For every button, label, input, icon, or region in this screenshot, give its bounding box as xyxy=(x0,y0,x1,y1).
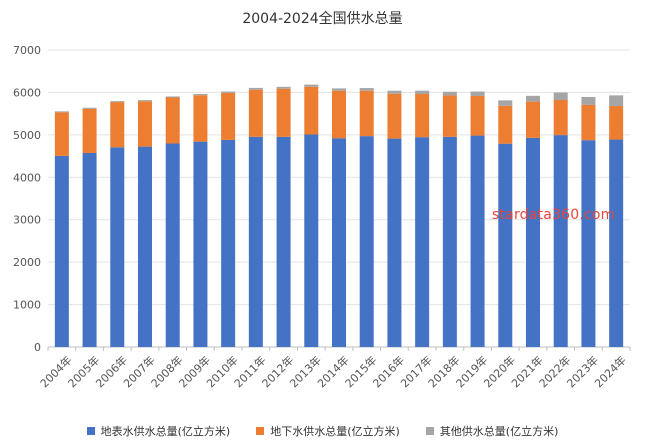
bar-other xyxy=(221,91,236,93)
legend-label-surface: 地表水供水总量(亿立方米) xyxy=(100,425,231,438)
bar-ground xyxy=(138,101,152,147)
bar-surface xyxy=(553,135,568,347)
bar-surface xyxy=(498,143,513,347)
bar-surface xyxy=(82,152,97,347)
bar-surface xyxy=(332,138,346,347)
legend-item-other[interactable]: 其他供水总量(亿立方米) xyxy=(425,423,559,439)
bar-other xyxy=(276,86,291,89)
bar-ground xyxy=(248,89,263,137)
bar-ground xyxy=(359,90,374,137)
bar-ground xyxy=(498,105,513,144)
bar-surface xyxy=(609,139,624,347)
y-tick-label: 1000 xyxy=(13,299,41,312)
bar-other xyxy=(470,91,485,96)
chart-title: 2004-2024全国供水总量 xyxy=(242,11,403,27)
legend-item-ground[interactable]: 地下水供水总量(亿立方米) xyxy=(256,423,400,439)
bar-other xyxy=(54,111,69,113)
y-tick-label: 0 xyxy=(34,341,41,354)
bar-ground xyxy=(221,92,236,140)
bar-ground xyxy=(165,97,180,144)
bar-other xyxy=(304,84,319,87)
bar-other xyxy=(415,90,430,95)
bar-ground xyxy=(276,88,291,137)
bar-other xyxy=(498,100,513,106)
bar-surface xyxy=(304,134,319,347)
bar-other xyxy=(387,90,402,94)
bar-surface xyxy=(110,147,125,347)
legend-label-ground: 地下水供水总量(亿立方米) xyxy=(270,425,400,438)
bar-ground xyxy=(387,93,402,139)
bar-ground xyxy=(609,106,624,140)
bar-ground xyxy=(332,90,346,139)
bar-surface xyxy=(470,135,485,347)
bar-ground xyxy=(110,102,125,148)
bar-ground xyxy=(193,95,208,142)
bar-surface xyxy=(415,137,430,347)
bar-other xyxy=(526,95,540,102)
x-tick-label: 2024年 xyxy=(591,353,628,390)
bar-surface xyxy=(526,137,540,347)
y-tick-label: 2000 xyxy=(13,256,41,269)
legend: 地表水供水总量(亿立方米) 地下水供水总量(亿立方米) 其他供水总量(亿立方米) xyxy=(0,423,645,439)
bar-other xyxy=(110,101,125,103)
legend-item-surface[interactable]: 地表水供水总量(亿立方米) xyxy=(86,423,231,439)
bar-other xyxy=(82,107,97,109)
bar-ground xyxy=(82,108,97,153)
legend-swatch-other xyxy=(425,427,434,435)
bar-other xyxy=(359,88,374,91)
bar-other xyxy=(332,88,346,91)
bar-surface xyxy=(276,136,291,347)
bar-surface xyxy=(165,143,180,347)
bar-ground xyxy=(442,95,457,137)
bar-ground xyxy=(581,104,596,141)
bar-surface xyxy=(581,140,596,347)
bar-ground xyxy=(304,86,319,135)
bar-surface xyxy=(248,136,263,347)
bar-other xyxy=(248,87,263,90)
bar-other xyxy=(553,92,568,100)
bar-surface xyxy=(442,136,457,347)
bar-surface xyxy=(138,146,152,347)
bar-ground xyxy=(415,94,430,138)
legend-swatch-ground xyxy=(256,427,265,435)
bar-ground xyxy=(470,95,485,136)
y-tick-label: 6000 xyxy=(13,86,41,99)
bar-ground xyxy=(553,99,568,136)
bar-ground xyxy=(526,101,540,138)
bar-other xyxy=(193,93,208,96)
bar-surface xyxy=(193,141,208,347)
y-tick-label: 4000 xyxy=(13,171,41,184)
y-tick-label: 7000 xyxy=(13,44,41,57)
y-tick-label: 3000 xyxy=(13,214,41,227)
legend-swatch-surface xyxy=(86,427,95,435)
bar-other xyxy=(581,96,596,105)
bar-surface xyxy=(359,136,374,347)
bar-surface xyxy=(387,138,402,347)
bar-ground xyxy=(54,112,69,156)
bar-other xyxy=(609,95,624,107)
watermark-text: stardata360.com xyxy=(492,207,615,223)
bar-other xyxy=(442,91,457,96)
legend-label-other: 其他供水总量(亿立方米) xyxy=(439,425,559,438)
y-tick-label: 5000 xyxy=(13,129,41,142)
bar-other xyxy=(165,96,180,98)
bar-surface xyxy=(221,139,236,347)
bar-surface xyxy=(54,155,69,347)
bar-other xyxy=(138,100,152,102)
